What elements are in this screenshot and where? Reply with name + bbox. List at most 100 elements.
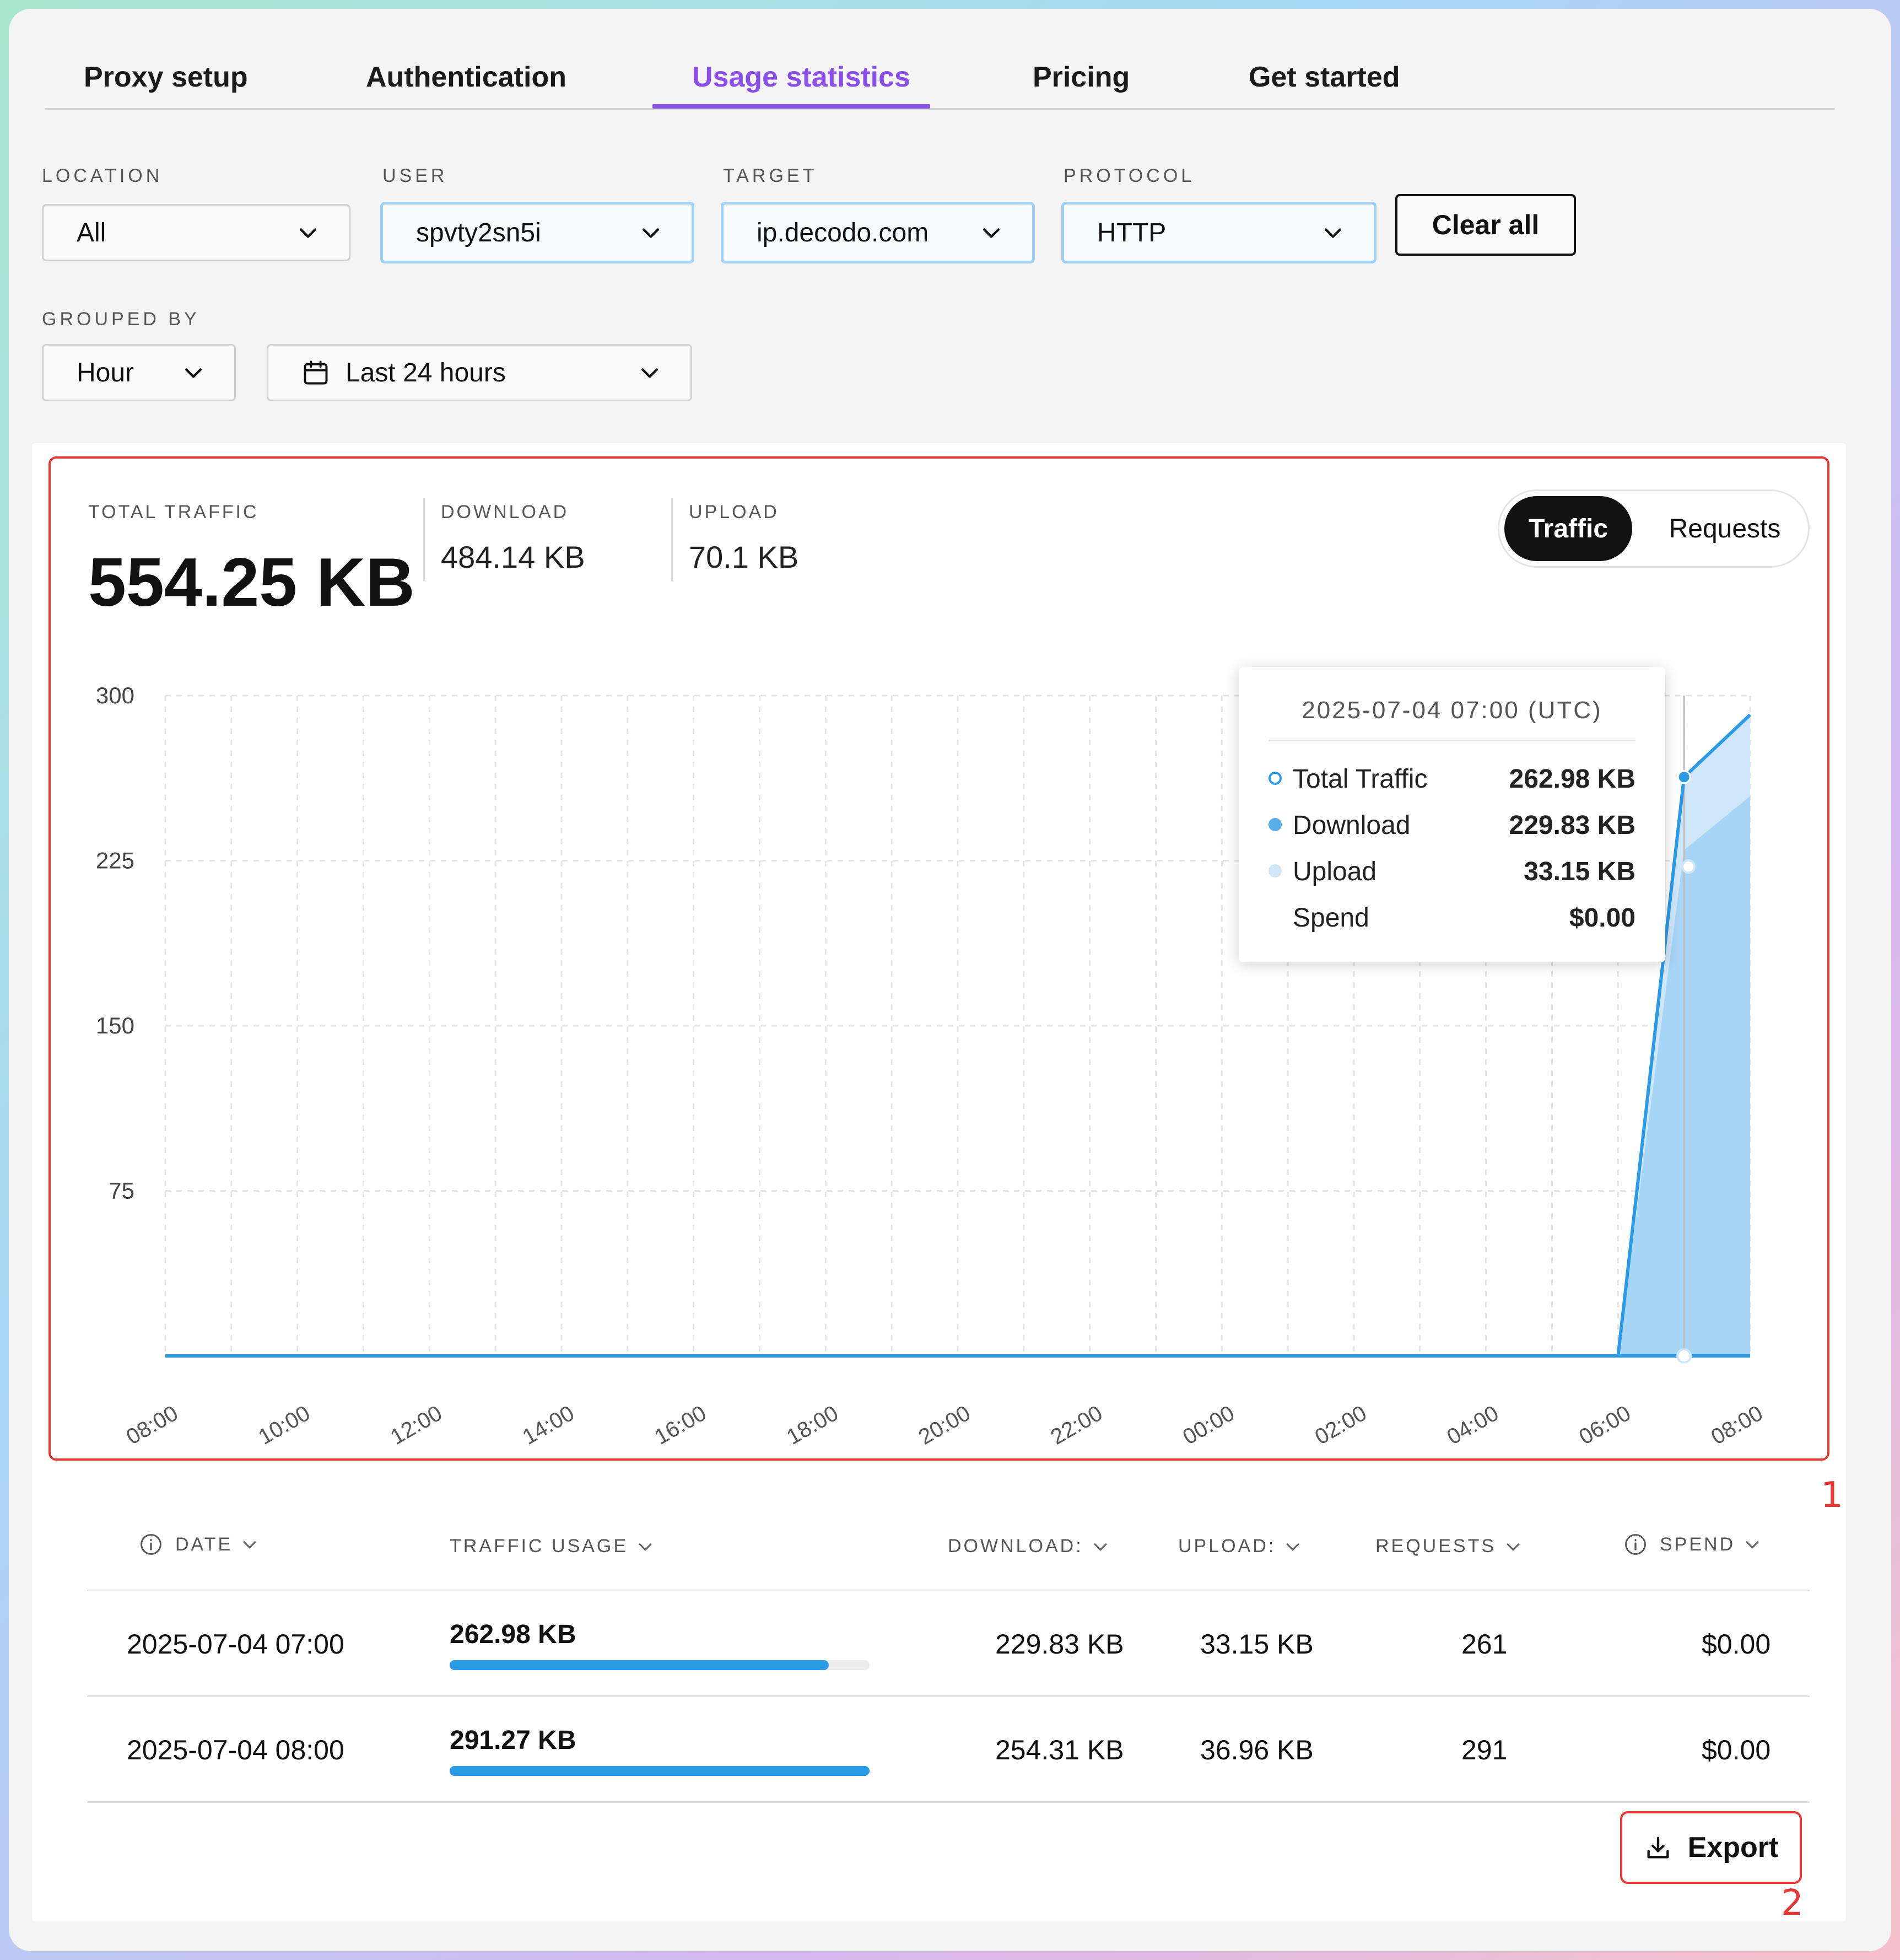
y-tick-label: 150 <box>96 1013 134 1038</box>
chevron-down-icon <box>641 368 658 378</box>
chart-tooltip: 2025-07-04 07:00 (UTC) Total Traffic 262… <box>1239 667 1665 962</box>
download-marker-icon <box>1269 818 1282 831</box>
tooltip-row-download: Download 229.83 KB <box>1269 810 1635 843</box>
table-divider <box>87 1590 1810 1591</box>
table-cell-requests: 261 <box>1461 1629 1508 1660</box>
traffic-usage-bar <box>450 1660 870 1670</box>
total-traffic-point <box>1677 770 1691 784</box>
x-tick-label: 14:00 <box>519 1401 579 1450</box>
chevron-down-icon <box>1094 1543 1107 1551</box>
export-label: Export <box>1687 1832 1779 1864</box>
chevron-down-icon <box>1324 228 1342 238</box>
tab-pricing[interactable]: Pricing <box>1033 61 1130 93</box>
y-tick-label: 300 <box>96 682 134 708</box>
chevron-down-icon <box>983 228 1000 238</box>
tooltip-value: $0.00 <box>1569 903 1635 933</box>
table-cell-requests: 291 <box>1461 1735 1508 1765</box>
chevron-down-icon <box>243 1541 256 1549</box>
column-header-spend[interactable]: SPEND <box>1623 1532 1762 1557</box>
column-header-label: DATE <box>175 1533 233 1555</box>
y-tick-label: 225 <box>96 848 134 874</box>
date-range-select[interactable]: Last 24 hours <box>267 344 692 401</box>
tooltip-label: Total Traffic <box>1293 764 1428 794</box>
tooltip-label: Upload <box>1293 857 1377 886</box>
clear-all-button[interactable]: Clear all <box>1395 194 1576 256</box>
column-header-traffic[interactable]: TRAFFIC USAGE <box>450 1536 655 1557</box>
download-value: 484.14 KB <box>441 540 585 574</box>
chart-highlight-frame <box>48 456 1829 1461</box>
total-traffic-label: TOTAL TRAFFIC <box>88 502 259 523</box>
location-label: LOCATION <box>42 165 163 186</box>
tab-proxy-setup[interactable]: Proxy setup <box>84 61 248 93</box>
protocol-value: HTTP <box>1097 218 1167 247</box>
x-tick-label: 06:00 <box>1575 1401 1635 1450</box>
user-select[interactable]: spvty2sn5i <box>380 202 694 263</box>
table-cell-date: 2025-07-04 08:00 <box>127 1735 344 1765</box>
x-tick-label: 12:00 <box>386 1401 446 1450</box>
tab-get-started[interactable]: Get started <box>1249 61 1400 93</box>
tooltip-label: Spend <box>1293 903 1369 933</box>
x-tick-label: 20:00 <box>915 1401 975 1450</box>
column-header-requests[interactable]: REQUESTS <box>1375 1536 1523 1557</box>
table-cell-download: 229.83 KB <box>995 1629 1124 1660</box>
x-tick-label: 02:00 <box>1311 1401 1371 1450</box>
chevron-down-icon <box>639 1543 652 1551</box>
traffic-usage-bar-fill <box>450 1766 870 1776</box>
table-cell-date: 2025-07-04 07:00 <box>127 1629 344 1660</box>
x-tick-label: 22:00 <box>1046 1401 1106 1450</box>
tooltip-value: 33.15 KB <box>1524 857 1635 886</box>
protocol-label: PROTOCOL <box>1064 165 1195 186</box>
x-tick-label: 10:00 <box>254 1401 314 1450</box>
column-header-upload[interactable]: UPLOAD: <box>1178 1536 1302 1557</box>
tooltip-label: Download <box>1293 811 1411 840</box>
tooltip-row-upload: Upload 33.15 KB <box>1269 857 1635 890</box>
tabs-divider <box>45 108 1835 110</box>
table-cell-upload: 33.15 KB <box>1200 1629 1314 1660</box>
total-traffic-marker-icon <box>1269 772 1282 785</box>
calendar-icon <box>304 360 328 385</box>
tooltip-row-total: Total Traffic 262.98 KB <box>1269 764 1635 797</box>
tooltip-row-spend: Spend $0.00 <box>1269 903 1635 936</box>
upload-value: 70.1 KB <box>689 540 799 574</box>
location-select[interactable]: All <box>42 204 350 261</box>
table-divider <box>87 1695 1810 1697</box>
total-traffic-value: 554.25 KB <box>88 545 415 621</box>
stats-divider <box>671 498 673 581</box>
chevron-down-icon <box>1746 1541 1759 1549</box>
chevron-down-icon <box>1507 1543 1520 1551</box>
user-label: USER <box>382 165 448 186</box>
target-select[interactable]: ip.decodo.com <box>721 202 1035 263</box>
grouped-by-value: Hour <box>77 358 134 387</box>
column-header-label: UPLOAD: <box>1178 1536 1276 1557</box>
grouped-by-select[interactable]: Hour <box>42 344 236 401</box>
tab-usage-statistics[interactable]: Usage statistics <box>692 61 910 93</box>
table-cell-upload: 36.96 KB <box>1200 1735 1314 1765</box>
export-button[interactable]: Export <box>1620 1811 1802 1884</box>
upload-label: UPLOAD <box>689 502 779 523</box>
table-cell-download: 254.31 KB <box>995 1735 1124 1765</box>
x-tick-label: 08:00 <box>1707 1401 1767 1450</box>
location-value: All <box>77 218 106 247</box>
tooltip-value: 229.83 KB <box>1509 811 1635 840</box>
x-tick-label: 16:00 <box>650 1401 710 1450</box>
protocol-select[interactable]: HTTP <box>1061 202 1377 263</box>
upload-point <box>1676 1348 1692 1364</box>
x-tick-label: 00:00 <box>1179 1401 1239 1450</box>
info-icon <box>1625 1534 1646 1555</box>
total-traffic-line <box>165 713 1752 1358</box>
toggle-requests[interactable]: Requests <box>1669 514 1781 543</box>
download-label: DOWNLOAD <box>441 502 569 523</box>
chevron-down-icon <box>185 368 202 378</box>
toggle-traffic[interactable]: Traffic <box>1504 496 1632 561</box>
column-header-download[interactable]: DOWNLOAD: <box>948 1536 1110 1557</box>
user-value: spvty2sn5i <box>416 218 541 247</box>
traffic-usage-bar <box>450 1766 870 1776</box>
tab-authentication[interactable]: Authentication <box>366 61 566 93</box>
column-header-label: TRAFFIC USAGE <box>450 1536 629 1557</box>
chevron-down-icon <box>1286 1543 1299 1551</box>
download-icon <box>1647 1837 1669 1859</box>
tooltip-value: 262.98 KB <box>1509 764 1635 794</box>
table-cell-traffic: 262.98 KB <box>450 1620 576 1649</box>
column-header-date[interactable]: DATE <box>139 1532 259 1557</box>
